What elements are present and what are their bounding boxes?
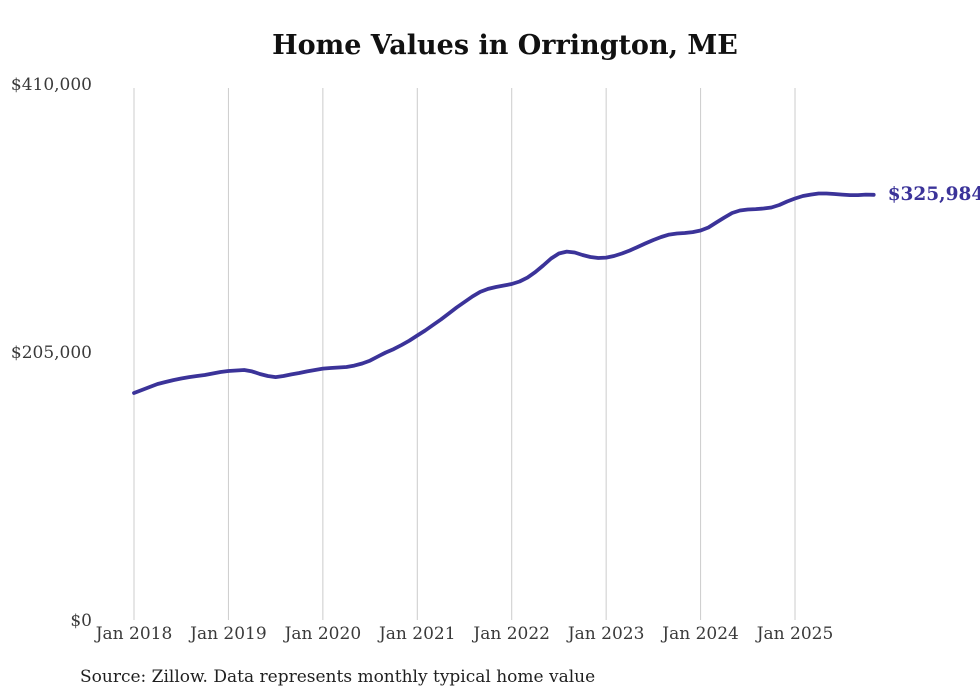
home-value-line xyxy=(132,191,876,395)
x-tick-label: Jan 2018 xyxy=(95,624,173,644)
source-note: Source: Zillow. Data represents monthly … xyxy=(80,667,596,687)
y-tick-label: $205,000 xyxy=(10,343,92,363)
x-tick-label: Jan 2021 xyxy=(378,624,456,644)
x-tick-label: Jan 2023 xyxy=(567,624,645,644)
chart-title: Home Values in Orrington, ME xyxy=(272,30,738,61)
y-tick-label: $0 xyxy=(70,611,92,631)
vertical-gridlines xyxy=(133,88,796,620)
latest-value-label: $325,984 xyxy=(887,183,980,205)
x-tick-label: Jan 2020 xyxy=(284,624,362,644)
x-tick-label: Jan 2022 xyxy=(473,624,550,644)
x-tick-label: Jan 2024 xyxy=(662,624,739,644)
x-tick-label: Jan 2019 xyxy=(190,624,267,644)
x-tick-label: Jan 2025 xyxy=(756,624,834,644)
y-tick-label: $410,000 xyxy=(10,75,92,95)
